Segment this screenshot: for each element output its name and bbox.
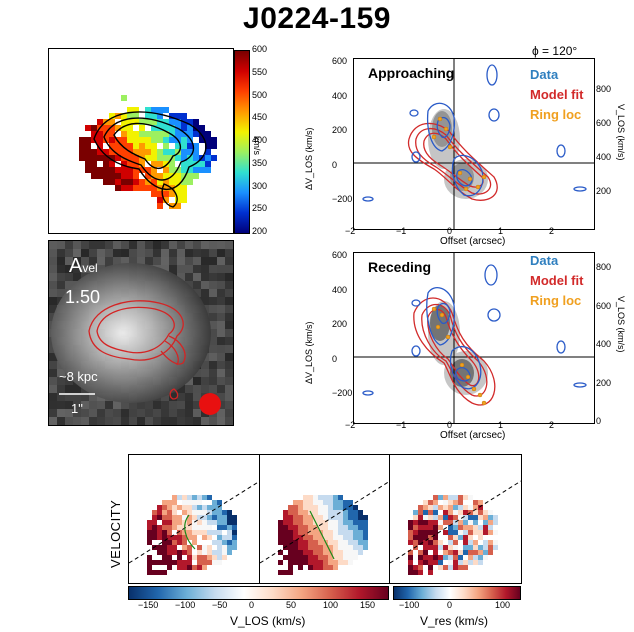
pv-bottom-right-label: V_LOS (km/s) <box>616 296 626 353</box>
pv-bottom-xtick-0: −2 <box>345 420 356 430</box>
pv-top-phi-label: ϕ = 120° <box>532 44 578 58</box>
vm-cbar-tick-5: 350 <box>252 157 268 168</box>
vlos-cbar-tick-0: −150 <box>138 600 159 610</box>
pv-top-title: Approaching <box>368 65 455 81</box>
pv-bottom-title: Receding <box>368 259 432 275</box>
pv-top-xtick-3: 1 <box>498 226 504 236</box>
pv-bottom-panel: Receding Data Model fit Ring loc <box>353 252 595 424</box>
legend-model-fit: Model fit <box>530 87 584 102</box>
vres-colorbar-label: V_res (km/s) <box>420 614 489 628</box>
velocity-side-label: VELOCITY <box>108 499 123 568</box>
legend-ring-loc: Ring loc <box>530 293 582 308</box>
pv-bottom-ytick-1: 400 <box>332 284 348 295</box>
pv-top-ytick-3: 0 <box>332 159 338 170</box>
pv-bottom-rtick-0: 800 <box>596 262 612 272</box>
velocity-map-panel <box>48 48 234 234</box>
vm-cbar-tick-4: 400 <box>252 135 268 145</box>
figure-title: J0224-159 <box>243 2 391 35</box>
image-panel-art <box>49 241 233 425</box>
pv-top-rtick-2: 400 <box>596 152 612 162</box>
pv-bottom-xtick-1: −1 <box>396 420 407 430</box>
pv-top-panel: Approaching Data Model fit Ring loc <box>353 58 595 230</box>
pv-top-xtick-0: −2 <box>345 226 356 236</box>
pv-bottom-rtick-1: 600 <box>596 300 612 311</box>
pv-bottom-xtick-4: 2 <box>549 420 555 430</box>
pv-bottom-ytick-2: 200 <box>332 319 348 329</box>
vlos-cbar-tick-5: 100 <box>323 600 339 610</box>
pv-bottom-ytick-0: 600 <box>332 250 348 260</box>
pv-top-ytick-0: 600 <box>332 56 348 66</box>
vlos-colorbar-label: V_LOS (km/s) <box>230 614 306 628</box>
velocity-map-colorbar-unit: km/s <box>252 136 262 155</box>
pv-bottom-ytick-3: 0 <box>332 353 338 364</box>
legend-data: Data <box>530 253 559 268</box>
pv-bottom-ylabel: ΔV_LOS (km/s) <box>304 321 314 384</box>
pv-top-xtick-2: 0 <box>447 226 453 236</box>
vm-cbar-tick-7: 250 <box>252 203 268 214</box>
vm-cbar-tick-2: 500 <box>252 89 268 100</box>
pv-top-xlabel: Offset (arcsec) <box>440 236 506 247</box>
vres-cbar-tick-2: 100 <box>495 600 511 610</box>
velocity-map-observed <box>128 454 261 584</box>
vres-cbar-tick-1: 0 <box>447 600 453 610</box>
vm-cbar-tick-3: 450 <box>252 112 268 123</box>
image-panel: Avel 1.50 ~8 kpc 1" <box>48 240 234 426</box>
pv-top-xtick-1: −1 <box>396 226 407 236</box>
pv-top-ytick-1: 400 <box>332 90 348 101</box>
pv-top-legend: Data Model fit Ring loc <box>530 65 583 125</box>
pv-top-xtick-4: 2 <box>549 226 555 236</box>
velocity-map-residual <box>389 454 522 584</box>
vm-cbar-tick-6: 300 <box>252 180 268 191</box>
pv-top-rtick-3: 200 <box>596 186 612 196</box>
pv-bottom-xtick-2: 0 <box>447 420 453 430</box>
velocity-map-model <box>259 454 391 584</box>
pv-top-ytick-2: 200 <box>332 125 348 135</box>
pv-top-ylabel: ΔV_LOS (km/s) <box>304 127 314 190</box>
scale-kpc-label: ~8 kpc <box>59 369 98 384</box>
vlos-cbar-tick-3: 0 <box>249 600 255 610</box>
pv-bottom-xtick-3: 1 <box>498 420 504 430</box>
scale-arcsec-label: 1" <box>71 401 83 416</box>
vm-cbar-tick-0: 600 <box>252 44 268 54</box>
pv-bottom-ytick-4: −200 <box>332 388 353 398</box>
vlos-cbar-tick-2: −50 <box>212 600 228 610</box>
pv-bottom-legend: Data Model fit Ring loc <box>530 253 584 311</box>
vlos-cbar-tick-6: 150 <box>360 600 376 610</box>
a-vel-label: Avel <box>69 255 98 277</box>
beam-marker <box>199 393 221 415</box>
vlos-colorbar <box>128 586 389 600</box>
pv-top-rtick-1: 600 <box>596 118 612 128</box>
velocity-map-colorbar-ticks: 600 550 500 450 400 350 300 250 200 <box>252 44 282 238</box>
vm-cbar-tick-1: 550 <box>252 66 268 77</box>
legend-model-fit: Model fit <box>530 273 584 288</box>
pv-bottom-xlabel: Offset (arcsec) <box>440 430 506 441</box>
vlos-cbar-tick-4: 50 <box>286 600 297 610</box>
pv-bottom-rtick-4: 0 <box>596 416 602 426</box>
legend-ring-loc: Ring loc <box>530 107 582 122</box>
velocity-map-colorbar <box>234 50 250 234</box>
vlos-colorbar-ticks: −150 −100 −50 0 50 100 150 <box>128 600 387 614</box>
pv-bottom-plot <box>354 253 594 423</box>
a-vel-value: 1.50 <box>65 287 101 307</box>
pv-top-right-label: V_LOS (km/s) <box>616 104 626 161</box>
vres-colorbar <box>393 586 521 600</box>
pv-top-ytick-4: −200 <box>332 194 353 204</box>
vres-cbar-tick-0: −100 <box>399 600 420 610</box>
velocity-map <box>79 95 217 209</box>
pv-top-plot <box>354 59 594 229</box>
pv-bottom-rtick-3: 200 <box>596 377 612 388</box>
pv-top-rtick-0: 800 <box>596 84 612 94</box>
vlos-cbar-tick-1: −100 <box>175 600 196 610</box>
legend-data: Data <box>530 67 559 82</box>
vres-colorbar-ticks: −100 0 100 <box>393 600 519 614</box>
vm-cbar-tick-8: 200 <box>252 226 268 236</box>
pv-bottom-rtick-2: 400 <box>596 339 612 349</box>
